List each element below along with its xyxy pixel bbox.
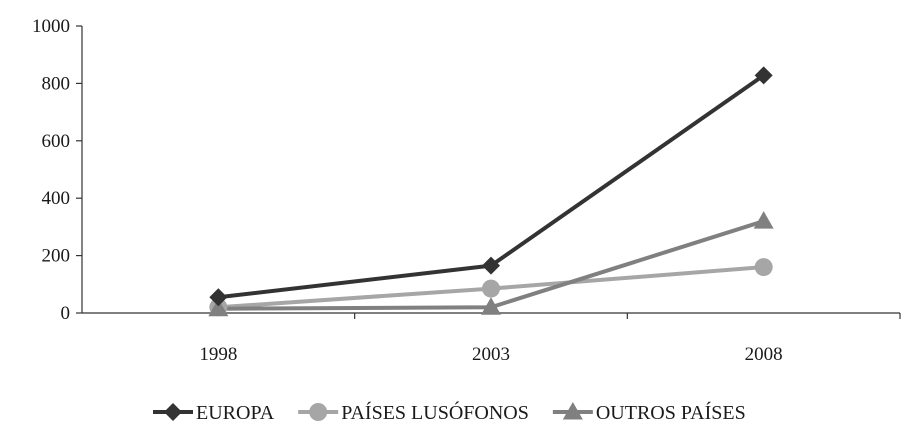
data-point-outros-paises — [208, 298, 229, 317]
data-point-paises-lusofonos — [482, 279, 500, 298]
data-point-outros-paises — [753, 211, 774, 229]
legend-label: PAÍSES LUSÓFONOS — [341, 400, 529, 424]
x-tick-label: 2008 — [745, 344, 783, 365]
data-point-paises-lusofonos — [754, 258, 773, 277]
series-layer — [208, 66, 774, 317]
legend-marker — [309, 403, 328, 421]
data-point-europa — [754, 66, 773, 85]
y-axis-ticks: 0 200 400 600 800 1000 — [32, 16, 82, 324]
y-tick-label: 400 — [42, 188, 71, 209]
x-tick-label: 1998 — [199, 344, 237, 365]
data-point-outros-paises — [481, 297, 501, 315]
y-tick-label: 800 — [42, 73, 71, 94]
legend-item-europa: EUROPA — [153, 402, 275, 424]
x-tick-label: 2003 — [472, 344, 510, 365]
legend-label: OUTROS PAÍSES — [596, 401, 746, 424]
legend: EUROPA PAÍSES LUSÓFONOS OUTROS PAÍSES — [153, 400, 746, 424]
legend-item-paises-lusofonos: PAÍSES LUSÓFONOS — [298, 400, 529, 424]
legend-label: EUROPA — [196, 402, 275, 424]
data-point-europa — [482, 256, 500, 275]
legend-item-outros-paises: OUTROS PAÍSES — [552, 401, 746, 424]
data-point-europa — [209, 288, 228, 307]
x-axis-ticks: 1998 2003 2008 — [199, 313, 901, 365]
legend-marker — [562, 402, 583, 420]
y-tick-label: 1000 — [32, 16, 70, 37]
y-tick-label: 200 — [42, 246, 71, 267]
y-tick-label: 600 — [42, 131, 71, 152]
legend-marker — [164, 403, 182, 421]
y-tick-label: 0 — [61, 303, 71, 324]
